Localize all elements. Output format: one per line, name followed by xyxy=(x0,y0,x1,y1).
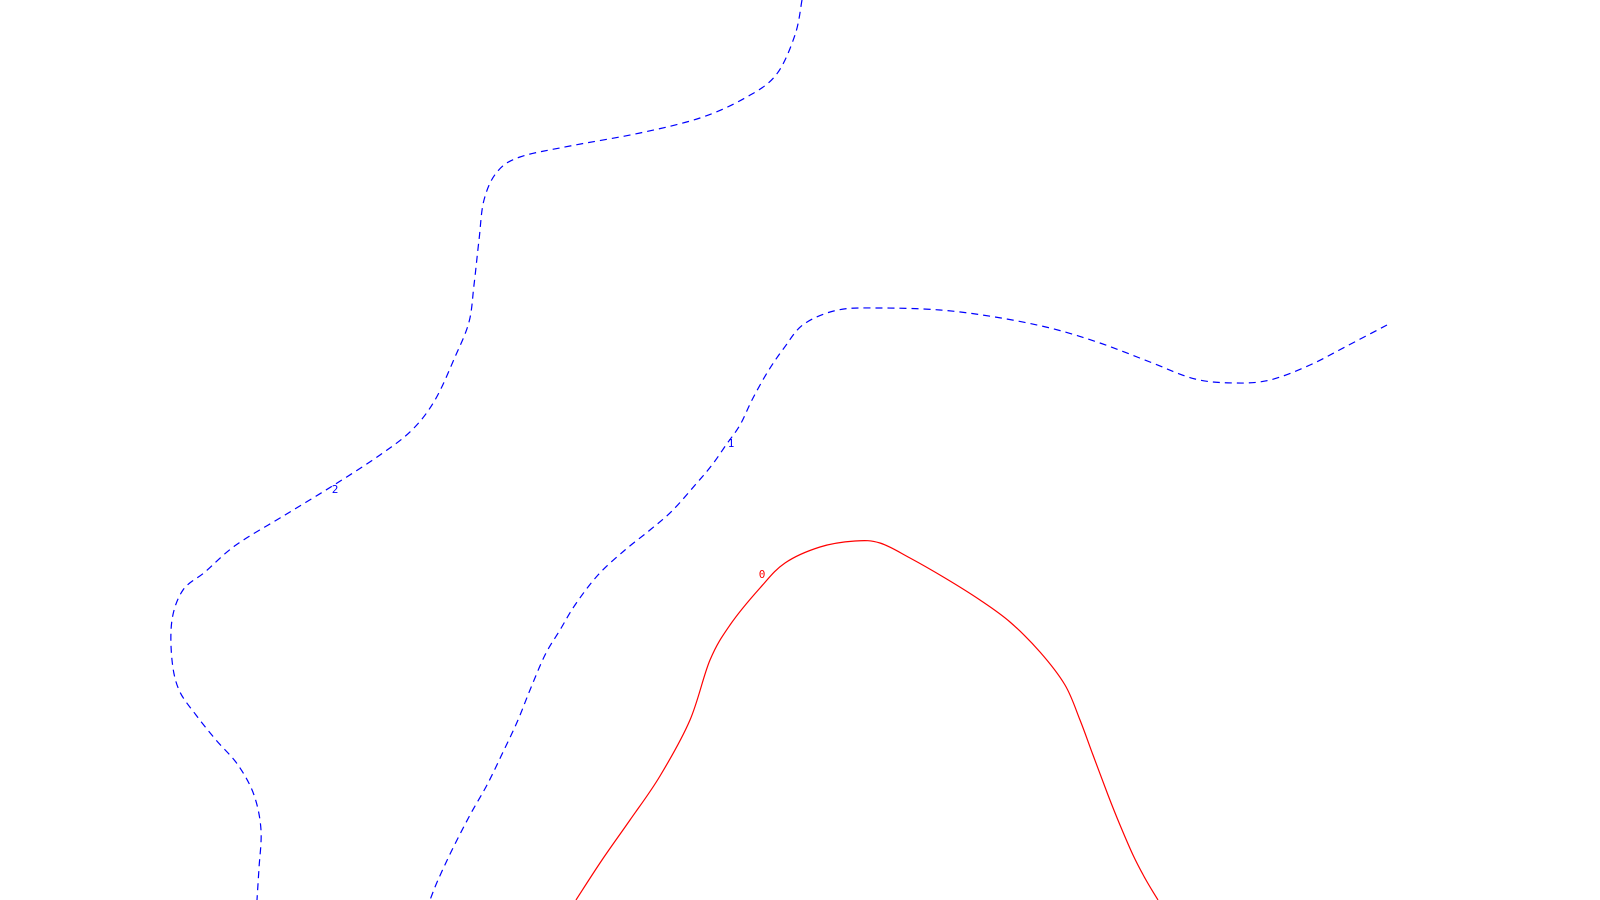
contour-line-level-2 xyxy=(170,0,803,900)
contour-label-0: 0 xyxy=(759,568,766,581)
contour-line-level-0 xyxy=(575,539,1159,900)
contour-label-2: 2 xyxy=(332,483,339,496)
contour-label-1: 1 xyxy=(728,437,735,450)
contour-labels-group: 2 1 0 xyxy=(332,437,766,581)
contour-line-level-1 xyxy=(429,307,1388,900)
contour-lines-group xyxy=(170,0,1388,900)
